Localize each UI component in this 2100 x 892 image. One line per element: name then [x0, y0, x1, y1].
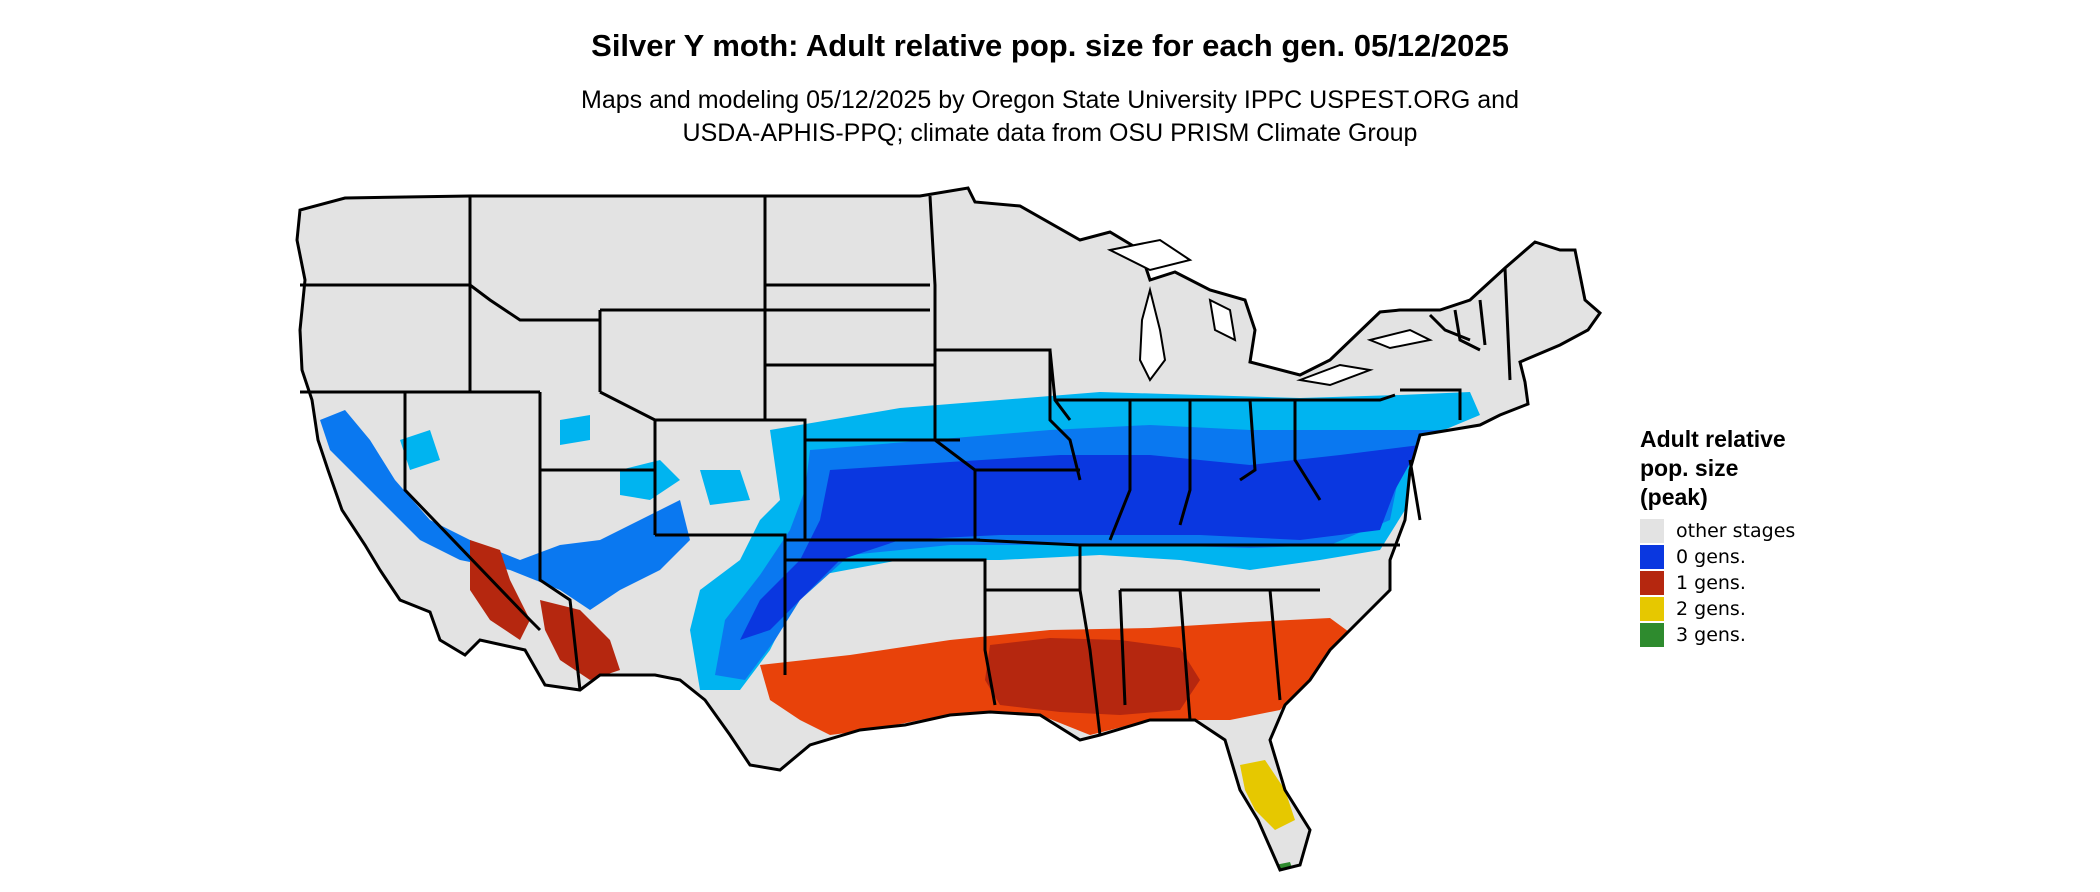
legend-label: 3 gens. [1676, 624, 1746, 646]
great-lakes [1106, 238, 1434, 387]
legend-item-2-gens: 2 gens. [1640, 596, 1795, 622]
legend: Adult relative pop. size (peak) other st… [1640, 425, 1795, 648]
map-title: Silver Y moth: Adult relative pop. size … [591, 28, 1509, 63]
subtitle-line-1: Maps and modeling 05/12/2025 by Oregon S… [581, 86, 1519, 114]
legend-title: Adult relative pop. size (peak) [1640, 425, 1795, 512]
zero-gen-west-light [400, 415, 750, 505]
legend-swatch [1640, 623, 1664, 647]
generation-bands [320, 392, 1480, 870]
zero-gen-west-patches [320, 410, 690, 610]
legend-swatch [1640, 545, 1664, 569]
legend-item-1-gens: 1 gens. [1640, 570, 1795, 596]
legend-label: 1 gens. [1676, 572, 1746, 594]
legend-title-line-3: (peak) [1640, 484, 1708, 510]
legend-label: 0 gens. [1676, 546, 1746, 568]
state-borders [300, 195, 1512, 736]
legend-item-other-stages: other stages [1640, 518, 1795, 544]
legend-item-3-gens: 3 gens. [1640, 622, 1795, 648]
legend-swatch [1640, 597, 1664, 621]
one-gen-west-patches [470, 540, 620, 680]
legend-label: other stages [1676, 520, 1796, 542]
legend-swatch [1640, 571, 1664, 595]
legend-item-0-gens: 0 gens. [1640, 544, 1795, 570]
zero-gen-dark-band [740, 445, 1420, 640]
two-gen-florida-patch [1240, 760, 1295, 830]
legend-swatch [1640, 519, 1664, 543]
legend-title-line-2: pop. size [1640, 455, 1739, 481]
map-subtitle: Maps and modeling 05/12/2025 by Oregon S… [0, 84, 2100, 150]
legend-label: 2 gens. [1676, 598, 1746, 620]
two-gen-texas-patch [840, 755, 910, 845]
subtitle-line-2: USDA-APHIS-PPQ; climate data from OSU PR… [682, 119, 1418, 147]
legend-title-line-1: Adult relative [1640, 426, 1786, 452]
